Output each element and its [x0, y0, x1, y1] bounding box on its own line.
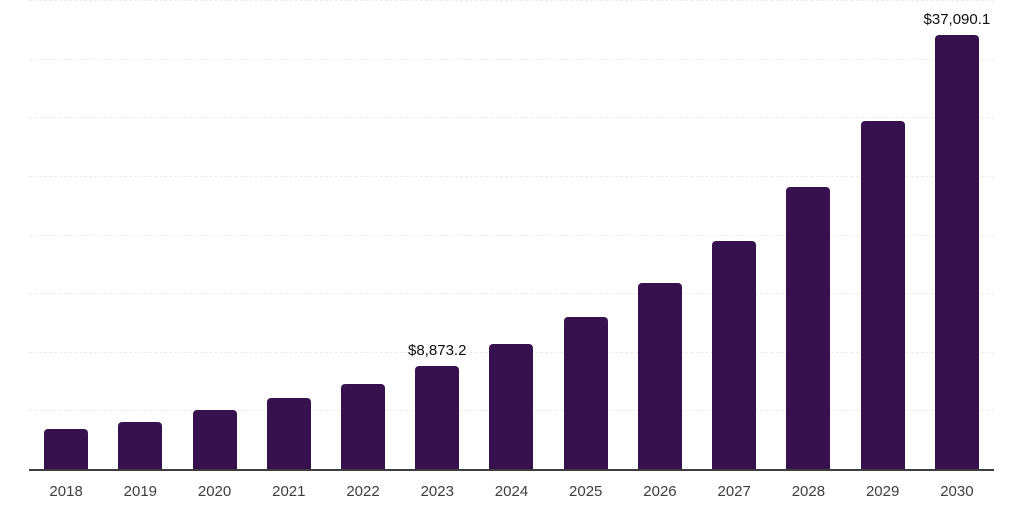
- bar-slot-2018: [29, 0, 103, 470]
- bar-2026: [637, 283, 682, 470]
- bar-slot-2030: $37,090.1: [920, 0, 994, 470]
- bar-slot-2022: [326, 0, 400, 470]
- bar-slot-2026: [623, 0, 697, 470]
- gridline-15000: [29, 293, 994, 295]
- x-axis-line: [29, 469, 994, 471]
- plot-area: $8,873.2 $37,090.1: [29, 0, 994, 470]
- gridline-35000: [29, 58, 994, 60]
- x-tick-2024: 2024: [494, 483, 529, 500]
- bar-slot-2023: $8,873.2: [400, 0, 474, 470]
- bar-2021: [266, 398, 311, 470]
- x-tick-2028: 2028: [791, 483, 826, 500]
- bar-slot-2029: [846, 0, 920, 470]
- gridline-25000: [29, 175, 994, 177]
- bar-2029: [860, 120, 905, 470]
- bar-slot-2028: [771, 0, 845, 470]
- bar-slot-2024: [474, 0, 548, 470]
- bar-slot-2020: [177, 0, 251, 470]
- bar-2019: [118, 421, 163, 470]
- x-tick-2029: 2029: [865, 483, 900, 500]
- gridline-20000: [29, 234, 994, 236]
- bar-slot-2027: [697, 0, 771, 470]
- x-tick-2021: 2021: [272, 483, 306, 500]
- x-tick-2023: 2023: [420, 483, 454, 500]
- bar-2022: [341, 384, 386, 470]
- bar-2018: [44, 428, 89, 470]
- gridline-40000: [29, 0, 994, 1]
- gridline-30000: [29, 117, 994, 119]
- bar-2025: [563, 317, 608, 470]
- x-tick-2020: 2020: [197, 483, 232, 500]
- bar-2030: [934, 35, 979, 470]
- bar-2028: [786, 187, 831, 470]
- bar-value-label-2030: $37,090.1: [923, 11, 991, 29]
- x-tick-2019: 2019: [123, 483, 158, 500]
- bar-2024: [489, 343, 534, 470]
- x-tick-2027: 2027: [717, 483, 751, 500]
- bar-2023: [415, 365, 460, 470]
- x-tick-2026: 2026: [643, 483, 677, 500]
- x-tick-2025: 2025: [569, 483, 603, 500]
- bar-2027: [712, 241, 757, 470]
- x-tick-2030: 2030: [940, 483, 974, 500]
- x-tick-2018: 2018: [49, 483, 83, 500]
- x-tick-2022: 2022: [346, 483, 380, 500]
- bar-slot-2019: [103, 0, 177, 470]
- bar-value-label-2023: $8,873.2: [408, 341, 467, 359]
- bar-slot-2025: [549, 0, 623, 470]
- bar-slot-2021: [252, 0, 326, 470]
- x-axis: 2018 2019 2020 2021 2022 2023 2024 2025 2026 2027…: [29, 483, 994, 507]
- bar-2020: [192, 410, 237, 470]
